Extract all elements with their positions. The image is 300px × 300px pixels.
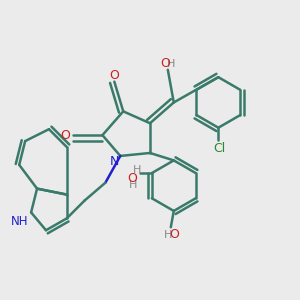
Text: H: H: [164, 230, 172, 240]
Text: H: H: [167, 59, 175, 69]
Text: O: O: [169, 228, 179, 241]
Text: Cl: Cl: [214, 142, 226, 155]
Text: O: O: [128, 172, 137, 185]
Text: O: O: [160, 57, 170, 70]
Text: N: N: [110, 155, 119, 168]
Text: H: H: [128, 180, 137, 190]
Text: NH: NH: [11, 215, 28, 228]
Text: H: H: [133, 165, 141, 175]
Text: O: O: [110, 69, 119, 82]
Text: O: O: [60, 129, 70, 142]
